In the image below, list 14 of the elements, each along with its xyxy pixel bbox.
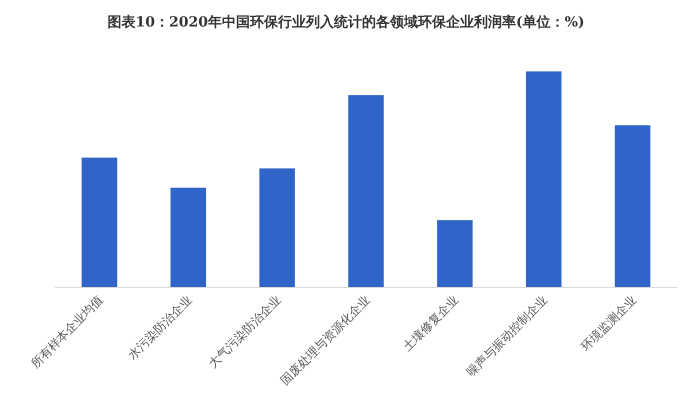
bar: [437, 220, 473, 287]
x-tick-label: 所有样本企业均值: [28, 292, 106, 371]
x-tick-label: 水污染防治企业: [125, 292, 195, 362]
bar: [614, 125, 650, 287]
x-tick-label: 大气污染防治企业: [206, 292, 284, 371]
bar: [170, 188, 206, 287]
bar: [82, 158, 118, 287]
bar: [348, 95, 384, 287]
x-tick-label: 环境监测企业: [578, 292, 639, 354]
bar: [526, 71, 562, 287]
x-tick-label: 噪声与振动控制企业: [464, 292, 550, 380]
bar: [259, 168, 295, 287]
chart-title: 图表10：2020年中国环保行业列入统计的各领域环保企业利润率(单位：%): [108, 13, 584, 30]
x-tick-label: 土壤修复企业: [400, 292, 462, 354]
